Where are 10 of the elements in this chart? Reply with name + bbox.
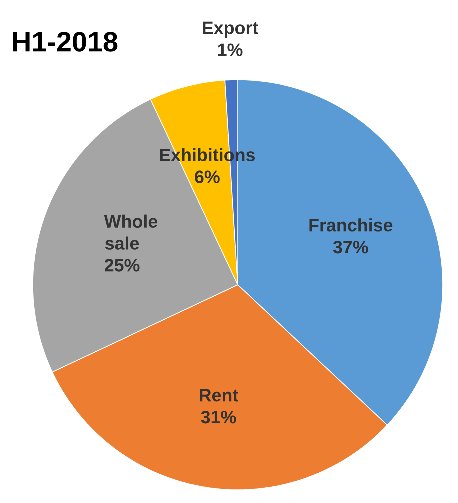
chart-title: H1-2018	[13, 32, 118, 52]
data-label: 6%	[195, 170, 220, 184]
slice-label: Rent	[200, 389, 238, 402]
slice-label: Whole sale	[104, 214, 158, 250]
slice-label: Export	[203, 22, 258, 38]
data-label: 25%	[104, 259, 140, 272]
data-label: 37%	[333, 240, 368, 254]
slice-label: Franchise	[310, 218, 393, 232]
data-label: 1%	[218, 44, 243, 56]
data-label: 31%	[201, 410, 236, 424]
